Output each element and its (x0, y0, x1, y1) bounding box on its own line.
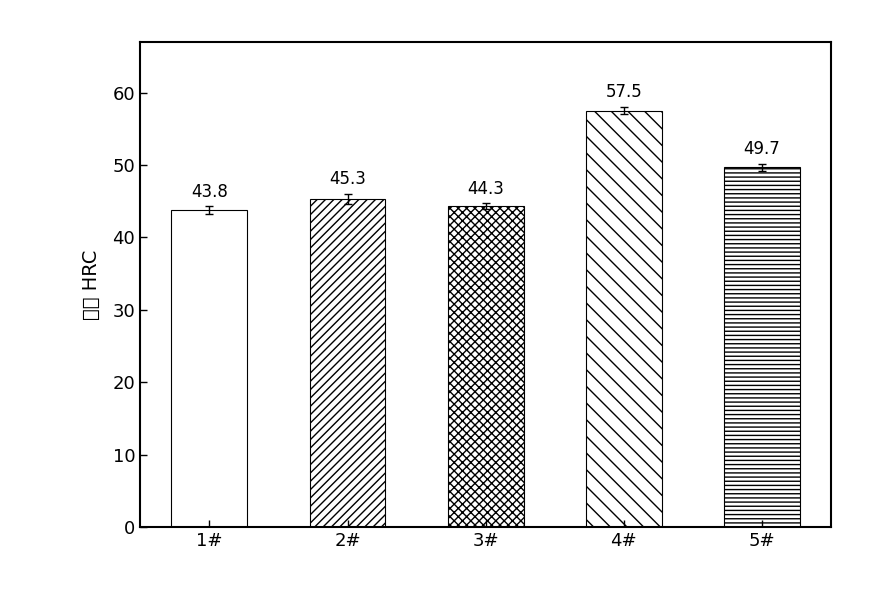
Bar (172, 210, 248, 527)
Bar (724, 167, 800, 527)
Text: 45.3: 45.3 (329, 170, 366, 188)
Text: 49.7: 49.7 (744, 140, 780, 158)
Text: 57.5: 57.5 (606, 83, 642, 101)
Bar (585, 111, 662, 527)
Bar (448, 206, 523, 527)
Bar (310, 199, 386, 527)
Y-axis label: 硬度 HRC: 硬度 HRC (82, 249, 102, 320)
Text: 44.3: 44.3 (467, 180, 504, 198)
Text: 43.8: 43.8 (191, 183, 228, 201)
